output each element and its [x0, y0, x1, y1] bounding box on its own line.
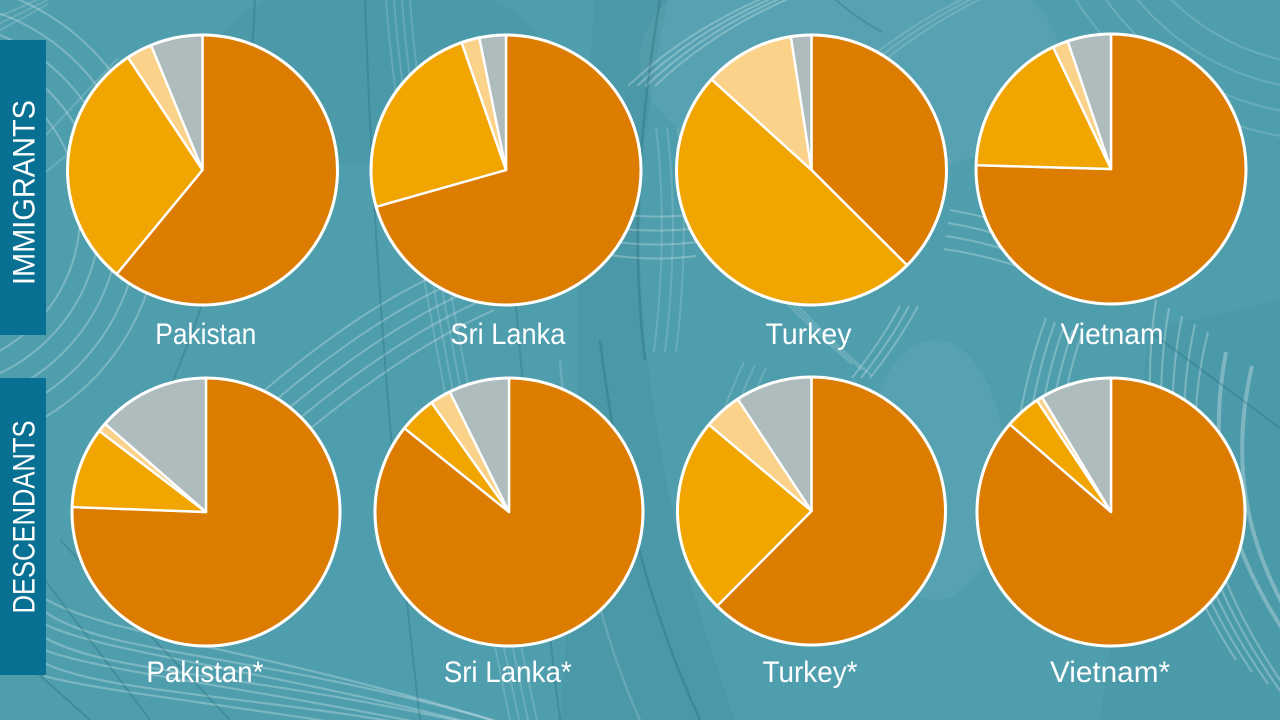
svg-text:DESCENDANTS: DESCENDANTS — [6, 421, 42, 614]
svg-text:Vietnam*: Vietnam* — [1050, 656, 1170, 689]
svg-text:Turkey*: Turkey* — [763, 656, 858, 689]
svg-text:Vietnam: Vietnam — [1061, 318, 1164, 351]
svg-text:Pakistan*: Pakistan* — [146, 656, 263, 689]
svg-text:Sri Lanka: Sri Lanka — [450, 318, 565, 351]
svg-text:Pakistan: Pakistan — [155, 318, 256, 351]
svg-text:Turkey: Turkey — [766, 318, 852, 351]
svg-text:IMMIGRANTS: IMMIGRANTS — [6, 100, 42, 285]
svg-text:Sri Lanka*: Sri Lanka* — [444, 656, 572, 689]
